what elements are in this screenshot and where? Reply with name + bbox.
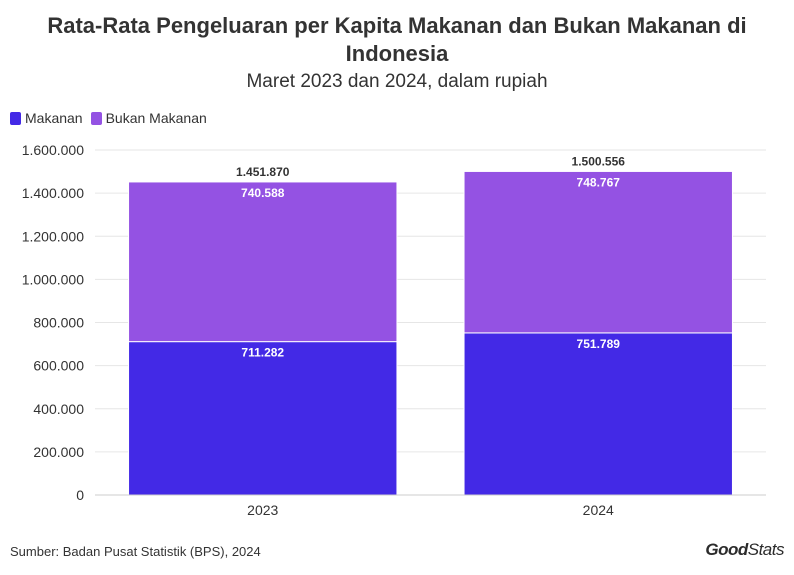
legend-item-makanan[interactable]: Makanan [10,110,83,126]
chart-title: Rata-Rata Pengeluaran per Kapita Makanan… [47,13,747,66]
data-label: 740.588 [241,186,285,200]
legend-label-bukan-makanan: Bukan Makanan [105,110,207,126]
legend-swatch-makanan [10,111,21,125]
legend-swatch-bukan-makanan [90,111,102,125]
y-tick-label: 800.000 [33,315,84,331]
goodstats-logo: GoodStats [705,540,784,560]
y-tick-label: 1.200.000 [22,228,84,244]
y-tick-label: 1.400.000 [22,185,84,201]
total-label: 1.500.556 [572,154,626,168]
total-label: 1.451.870 [236,165,290,179]
data-label: 711.282 [241,346,284,360]
x-tick-label: 2024 [583,502,614,518]
legend: Makanan Bukan Makanan [10,110,207,126]
bar-segment-makanan [463,332,733,496]
y-tick-label: 0 [76,487,84,503]
y-tick-label: 1.000.000 [22,271,84,287]
logo-good: Good [705,540,748,559]
chart-subtitle: Maret 2023 dan 2024, dalam rupiah [246,71,548,92]
source-note: Sumber: Badan Pusat Statistik (BPS), 202… [10,544,261,559]
bar-segment-makanan [128,341,398,496]
bar-segment-bukan-makanan [463,170,733,334]
y-tick-label: 1.600.000 [22,142,84,158]
x-tick-label: 2023 [247,502,278,518]
y-tick-label: 400.000 [33,401,84,417]
logo-stats: Stats [747,540,785,559]
data-label: 748.767 [577,175,621,189]
y-tick-label: 600.000 [33,358,84,374]
bar-segment-bukan-makanan [128,181,398,343]
data-label: 751.789 [577,337,621,351]
legend-item-bukan-makanan[interactable]: Bukan Makanan [90,110,207,126]
y-tick-label: 200.000 [33,444,84,460]
legend-label-makanan: Makanan [25,110,83,126]
